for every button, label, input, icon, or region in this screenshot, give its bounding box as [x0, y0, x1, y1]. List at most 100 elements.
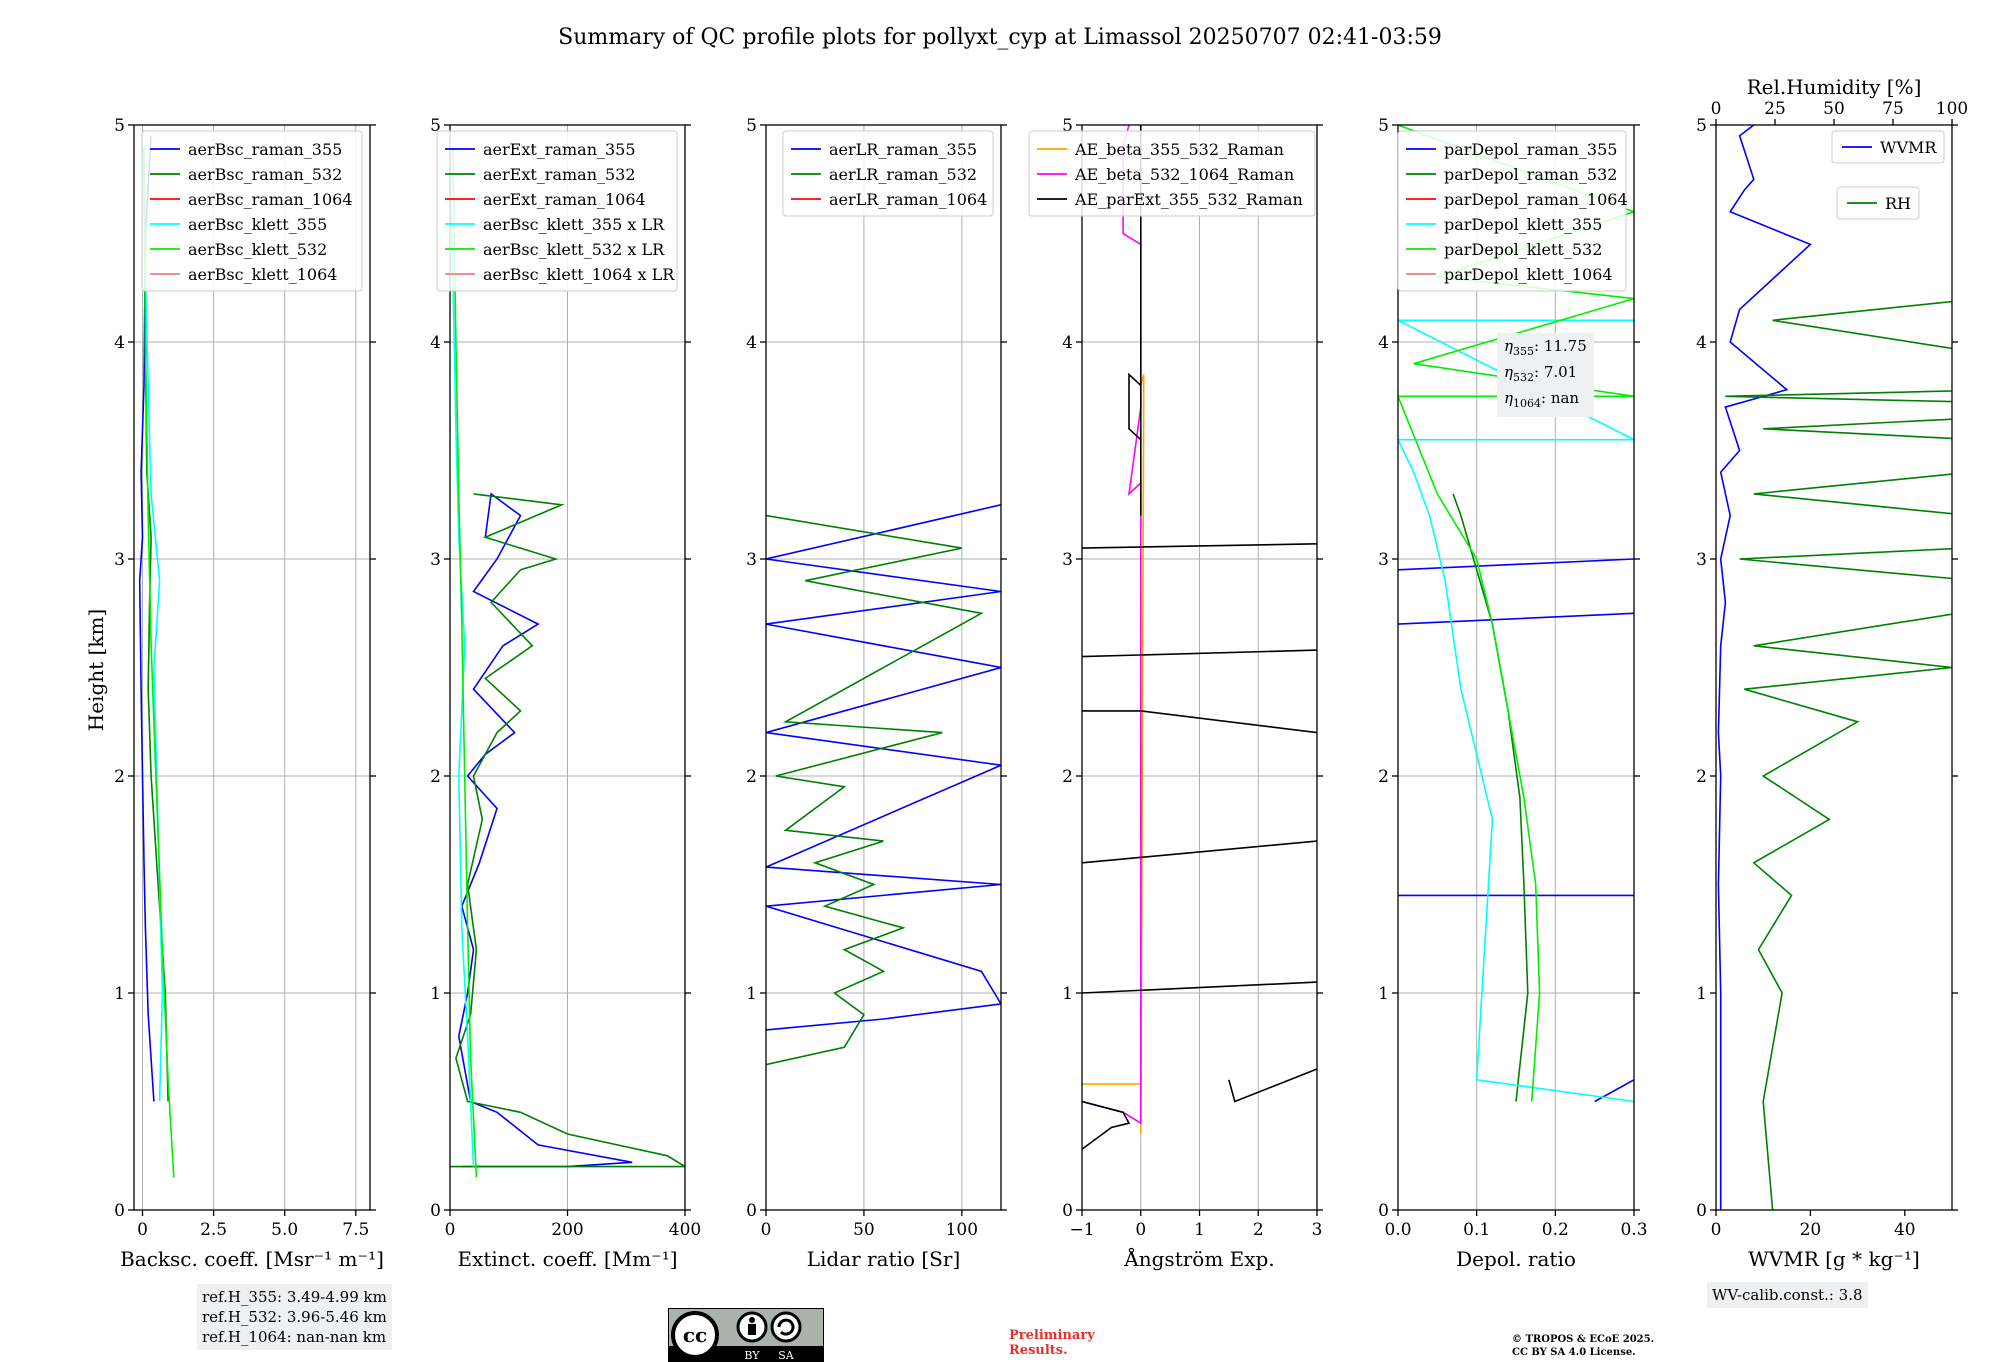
- y-tick-label: 5: [430, 116, 441, 136]
- x-tick-label: 400: [669, 1220, 701, 1240]
- y-tick-label: 4: [114, 333, 125, 353]
- legend-label: aerBsc_raman_532: [188, 165, 342, 184]
- y-tick-label: 0: [1696, 1201, 1707, 1221]
- legend-label: aerBsc_klett_532 x LR: [483, 240, 665, 259]
- y-tick-label: 4: [746, 333, 757, 353]
- preliminary-line-1: Preliminary: [1009, 1328, 1095, 1343]
- series-line-aerbsc-klett-355: [141, 146, 164, 1102]
- legend-label: aerBsc_raman_355: [188, 140, 342, 159]
- x-tick-label: 0: [761, 1220, 772, 1240]
- series-group: [450, 146, 685, 1178]
- series-line-aerlr-raman-355: [766, 504, 1001, 1031]
- legend-frame: [782, 130, 994, 217]
- series-line-aerbsc-raman-355: [138, 135, 155, 1102]
- legend-label: parDepol_raman_355: [1444, 140, 1617, 159]
- copyright-line-2: CC BY SA 4.0 License.: [1512, 1347, 1636, 1358]
- y-tick-label: 2: [746, 767, 757, 787]
- series-line-pardepol-raman-355: [1398, 558, 1634, 1103]
- y-tick-label: 0: [1378, 1201, 1389, 1221]
- copyright-line-1: © TROPOS & ECoE 2025.: [1512, 1334, 1655, 1345]
- legend-box-wvmr: WVMR: [1831, 130, 1945, 164]
- x-tick-label: 20: [1800, 1220, 1822, 1240]
- y-tick-label: 1: [746, 984, 757, 1004]
- x-tick-label: −1: [1069, 1220, 1094, 1240]
- x-tick-label: 5.0: [271, 1220, 298, 1240]
- wv-calib-box: WV-calib.const.: 3.8: [1707, 1282, 1868, 1308]
- y-tick-label: 2: [1062, 767, 1073, 787]
- legend-label: parDepol_raman_532: [1444, 165, 1617, 184]
- legend-frame: [1836, 186, 1920, 220]
- panel-bsc: 0 2.5 5.0 7.5 0 1 2 3 4 5 Backsc. coeff. [Msr⁻¹ m⁻…: [114, 116, 384, 1271]
- legend-label: aerLR_raman_532: [829, 165, 977, 184]
- legend-ae: AE_beta_355_532_Raman AE_beta_532_1064_Ra…: [1028, 130, 1316, 217]
- svg-text:cc: cc: [683, 1323, 707, 1347]
- legend-label: parDepol_klett_532: [1444, 240, 1602, 259]
- y-tick-label: 1: [430, 984, 441, 1004]
- x-axis-label: Backsc. coeff. [Msr⁻¹ m⁻¹]: [120, 1247, 384, 1271]
- legend-depol: parDepol_raman_355 parDepol_raman_532 parD…: [1397, 130, 1628, 292]
- eta-box: η355: 11.75 η532: 7.01 η1064: nan: [1497, 333, 1594, 417]
- series-group: [1082, 125, 1317, 1150]
- y-tick-label: 5: [114, 116, 125, 136]
- top-x-axis-label: Rel.Humidity [%]: [1747, 75, 1922, 99]
- series-line-rh: [1725, 300, 1952, 1210]
- y-tick-label: 3: [1378, 550, 1389, 570]
- series-line-aerbsc-klett-532-x-lr: [452, 146, 478, 1178]
- series-line-aerext-raman-532: [450, 493, 685, 1168]
- top-x-tick-label: 75: [1882, 99, 1904, 119]
- y-tick-label: 2: [430, 767, 441, 787]
- x-tick-label: 7.5: [342, 1220, 369, 1240]
- series-line-aerbsc-klett-355-x-lr: [450, 146, 475, 1167]
- legend-label: aerBsc_klett_355 x LR: [483, 215, 665, 234]
- y-tick-label: 0: [1062, 1201, 1073, 1221]
- x-axis-label: Extinct. coeff. [Mm⁻¹]: [457, 1247, 677, 1271]
- x-axis-label: Ångström Exp.: [1123, 1246, 1274, 1271]
- legend-label: AE_beta_355_532_Raman: [1074, 140, 1284, 159]
- y-tick-label: 1: [1696, 984, 1707, 1004]
- axes-frame: [1715, 124, 1953, 1211]
- legend-label: aerBsc_klett_1064: [188, 265, 337, 284]
- y-tick-label: 3: [1696, 550, 1707, 570]
- preliminary-line-2: Results.: [1009, 1343, 1068, 1358]
- y-tick-label: 5: [746, 116, 757, 136]
- legend-frame: [1397, 130, 1627, 292]
- series-group: [1717, 125, 1952, 1210]
- y-tick-label: 3: [1062, 550, 1073, 570]
- legend-label: WVMR: [1880, 138, 1937, 157]
- ref-height-532: ref.H_532: 3.96-5.46 km: [202, 1308, 387, 1326]
- x-axis-label: Lidar ratio [Sr]: [807, 1247, 961, 1271]
- preliminary-note: Preliminary Results.: [1009, 1328, 1095, 1358]
- x-tick-label: 0: [445, 1220, 456, 1240]
- eta-1064: η1064: nan: [1504, 389, 1580, 410]
- axes-frame: [765, 124, 1002, 1211]
- sa-icon: [770, 1311, 802, 1343]
- series-line-ae-parext-355-532-raman: [1082, 125, 1317, 1150]
- top-x-tick-label: 100: [1936, 99, 1968, 119]
- eta-355: η355: 11.75: [1504, 337, 1587, 358]
- top-x-tick-label: 0: [1711, 99, 1722, 119]
- legend-label: AE_parExt_355_532_Raman: [1074, 190, 1303, 209]
- y-tick-label: 1: [1378, 984, 1389, 1004]
- x-tick-label: 2: [1253, 1220, 1264, 1240]
- panel-wv: 0 20 40 0 1 2 3 4 5 WVMR [g * kg⁻¹] 0 25 50 75 100 Rel.…: [1696, 75, 1968, 1271]
- figure-title: Summary of QC profile plots for pollyxt_…: [558, 25, 1442, 50]
- x-tick-label: 0.2: [1542, 1220, 1569, 1240]
- legend-frame: [1028, 130, 1316, 217]
- legend-bsc: aerBsc_raman_355 aerBsc_raman_532 aerBsc_r…: [141, 130, 363, 292]
- x-tick-label: 50: [853, 1220, 875, 1240]
- y-tick-label: 0: [746, 1201, 757, 1221]
- cc-icon: [671, 1311, 719, 1359]
- x-tick-label: 0: [1135, 1220, 1146, 1240]
- axes-frame: [133, 124, 371, 1211]
- legend-label: aerBsc_klett_1064 x LR: [483, 265, 675, 284]
- series-line-aerlr-raman-532: [766, 514, 984, 1066]
- y-tick-label: 5: [1696, 116, 1707, 136]
- badge-by-label: BY: [744, 1349, 760, 1362]
- axes-frame: [1397, 124, 1635, 1211]
- panel-ext: 0 200 400 0 1 2 3 4 5 Extinct. coeff. [Mm⁻¹] aerEx…: [430, 116, 701, 1271]
- legend-label: aerExt_raman_532: [483, 165, 636, 184]
- wv-calib-text: WV-calib.const.: 3.8: [1712, 1286, 1863, 1304]
- ref-height-1064: ref.H_1064: nan-nan km: [202, 1328, 387, 1346]
- ref-height-box: ref.H_355: 3.49-4.99 km ref.H_532: 3.96-…: [197, 1284, 392, 1350]
